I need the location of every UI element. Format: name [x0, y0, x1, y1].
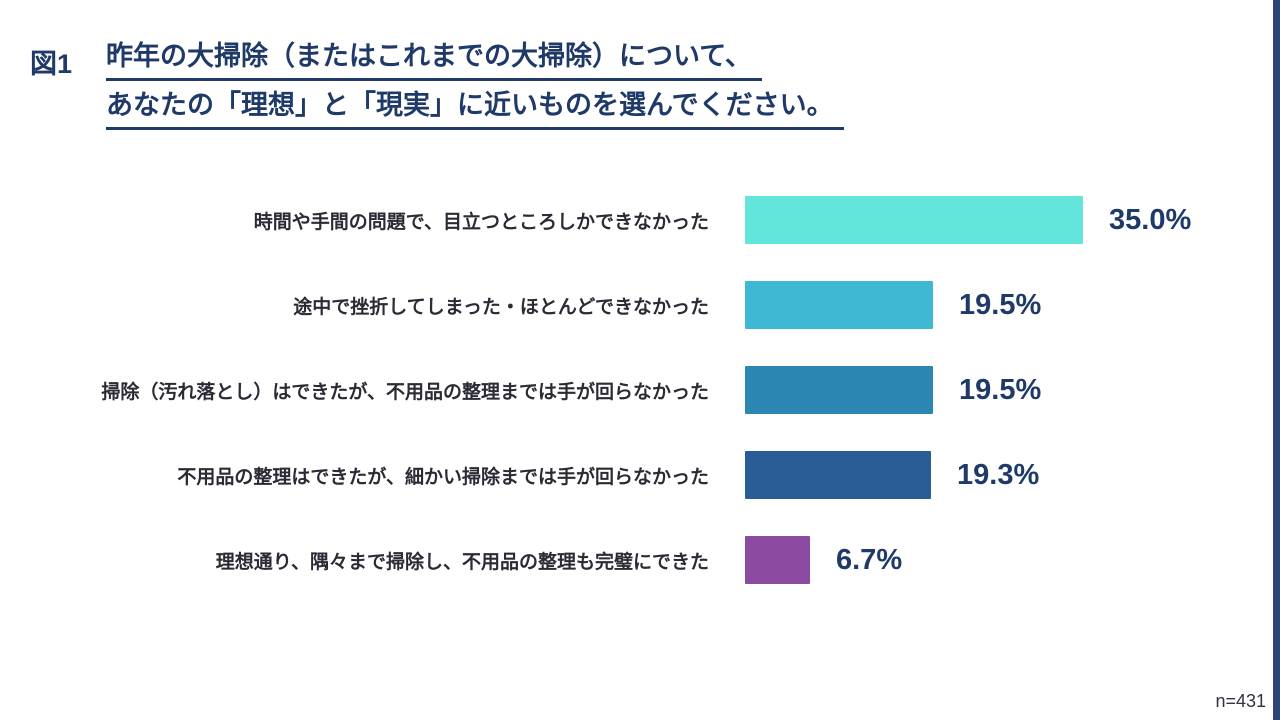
chart-header: 図1 昨年の大掃除（またはこれまでの大掃除）について、 あなたの「理想」と「現実…	[30, 40, 844, 138]
category-label: 掃除（汚れ落とし）はできたが、不用品の整理までは手が回らなかった	[101, 381, 709, 403]
bar-chart: 時間や手間の問題で、目立つところしかできなかった 35.0% 途中で挫折してしまった…	[0, 196, 1273, 621]
value-label: 6.7%	[836, 543, 903, 576]
bar	[745, 281, 933, 329]
bar-area: 19.3%	[745, 451, 1273, 499]
bar-area: 19.5%	[745, 366, 1273, 414]
bar-area: 6.7%	[745, 536, 1273, 584]
figure-label: 図1	[30, 49, 73, 79]
value-label: 19.3%	[957, 458, 1040, 491]
value-label: 19.5%	[959, 373, 1042, 406]
value-label: 19.5%	[959, 288, 1042, 321]
bar-area: 19.5%	[745, 281, 1273, 329]
category-label: 途中で挫折してしまった・ほとんどできなかった	[293, 296, 709, 318]
bar	[745, 536, 810, 584]
chart-row: 途中で挫折してしまった・ほとんどできなかった 19.5%	[0, 281, 1273, 329]
category-label: 不用品の整理はできたが、細かい掃除までは手が回らなかった	[177, 466, 709, 488]
chart-row: 理想通り、隅々まで掃除し、不用品の整理も完璧にできた 6.7%	[0, 536, 1273, 584]
chart-row: 掃除（汚れ落とし）はできたが、不用品の整理までは手が回らなかった 19.5%	[0, 366, 1273, 414]
sample-size-note: n=431	[1215, 691, 1266, 711]
bar	[745, 451, 931, 499]
chart-row: 不用品の整理はできたが、細かい掃除までは手が回らなかった 19.3%	[0, 451, 1273, 499]
chart-title-line-1: 昨年の大掃除（またはこれまでの大掃除）について、	[106, 40, 762, 81]
right-edge-accent-bar	[1273, 0, 1280, 720]
bar	[745, 366, 933, 414]
chart-title-line-2: あなたの「理想」と「現実」に近いものを選んでください。	[106, 89, 844, 130]
bar-area: 35.0%	[745, 196, 1273, 244]
category-label: 時間や手間の問題で、目立つところしかできなかった	[253, 211, 709, 233]
category-label: 理想通り、隅々まで掃除し、不用品の整理も完璧にできた	[215, 551, 709, 573]
value-label: 35.0%	[1109, 203, 1192, 236]
chart-row: 時間や手間の問題で、目立つところしかできなかった 35.0%	[0, 196, 1273, 244]
bar	[745, 196, 1083, 244]
chart-title: 昨年の大掃除（またはこれまでの大掃除）について、 あなたの「理想」と「現実」に近…	[106, 40, 844, 138]
